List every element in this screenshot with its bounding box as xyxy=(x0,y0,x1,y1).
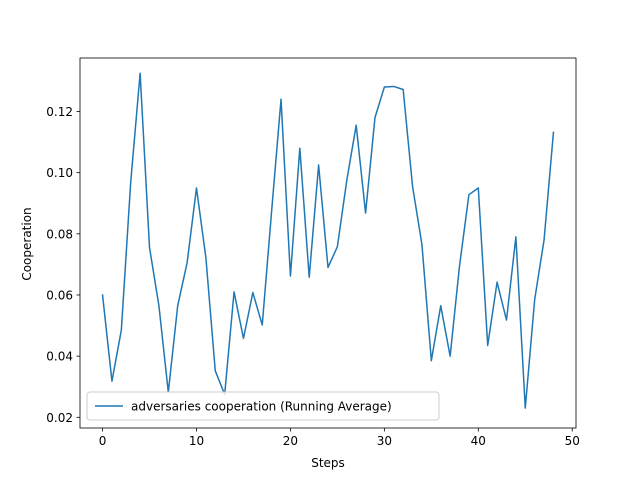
plot-area xyxy=(101,72,555,409)
series-line-0 xyxy=(101,72,555,409)
legend-label: adversaries cooperation (Running Average… xyxy=(131,400,392,414)
y-tick-label: 0.12 xyxy=(46,105,73,119)
x-tick-label: 10 xyxy=(189,434,204,448)
axes: 0 10 20 30 40 50 0.02 0.04 0.06 0.08 0.10 0.12 xyxy=(46,57,580,448)
x-tick-label: 20 xyxy=(283,434,298,448)
y-tick-label: 0.04 xyxy=(46,350,73,364)
y-tick-label: 0.06 xyxy=(46,288,73,302)
y-tick-label: 0.10 xyxy=(46,166,73,180)
legend: adversaries cooperation (Running Average… xyxy=(86,391,440,421)
y-tick-label: 0.08 xyxy=(46,227,73,241)
y-tick-label: 0.02 xyxy=(46,411,73,425)
x-tick-label: 30 xyxy=(377,434,392,448)
x-tick-label: 0 xyxy=(99,434,107,448)
x-axis-label: Steps xyxy=(311,456,345,470)
axes-frame xyxy=(79,57,577,429)
x-tick-label: 40 xyxy=(471,434,486,448)
x-tick-label: 50 xyxy=(565,434,580,448)
legend-box xyxy=(86,391,440,421)
y-axis-label: Cooperation xyxy=(20,207,34,280)
